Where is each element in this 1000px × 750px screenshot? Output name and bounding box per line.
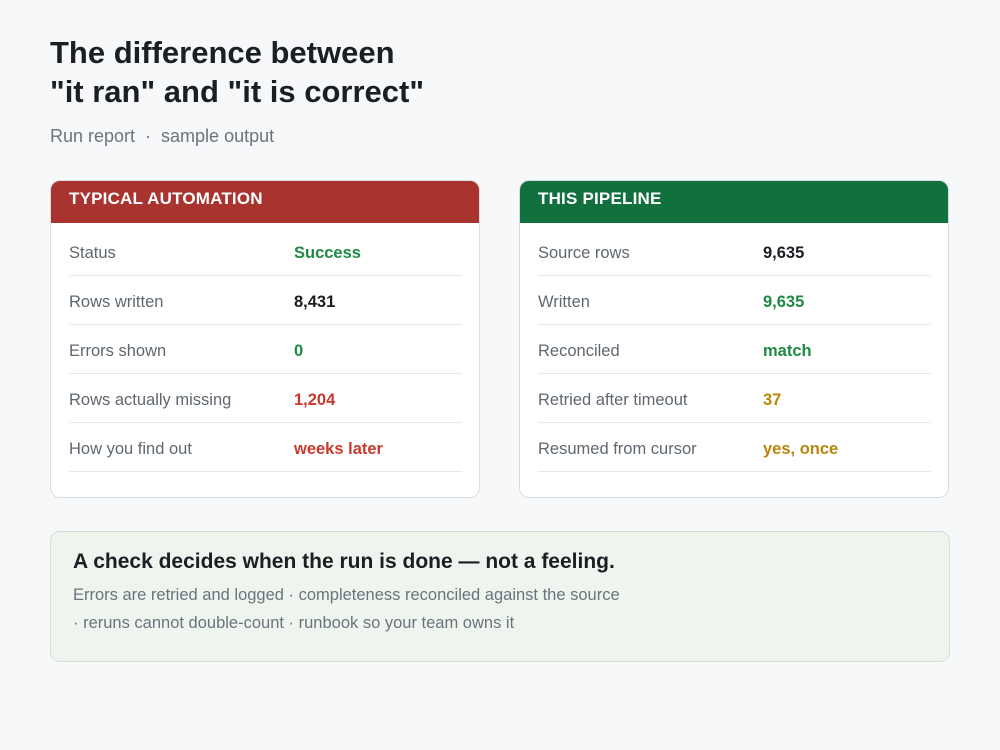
callout-title: A check decides when the run is done — n…	[73, 550, 615, 573]
callout: A check decides when the run is done — n…	[50, 531, 950, 662]
row: Rows written 8,431	[69, 276, 462, 325]
row-label: Rows actually missing	[69, 391, 232, 409]
card-body: Source rows 9,635 Written 9,635 Reconciled ma…	[520, 223, 948, 472]
row-value: 8,431	[294, 293, 336, 311]
callout-line: · reruns cannot double-count · runbook s…	[73, 614, 515, 632]
card-header: THIS PIPELINE	[520, 181, 948, 223]
card: TYPICAL AUTOMATION Status Success Rows writ…	[50, 180, 480, 498]
row: Rows actually missing 1,204	[69, 374, 462, 423]
card: THIS PIPELINE Source rows 9,635 Written 9,63…	[519, 180, 949, 498]
row-label: Errors shown	[69, 342, 167, 360]
row-label: Written	[538, 293, 590, 311]
row-value: weeks later	[294, 440, 383, 458]
card-body: Status Success Rows written 8,431 Errors sho…	[51, 223, 479, 472]
row: Errors shown 0	[69, 325, 462, 374]
callout-line: Errors are retried and logged · complete…	[73, 586, 620, 604]
row: How you find out weeks later	[69, 423, 462, 472]
row-label: Resumed from cursor	[538, 440, 697, 458]
title-line: "it ran" and "it is correct"	[50, 74, 425, 109]
row: Source rows 9,635	[538, 227, 931, 276]
row-value: Success	[294, 244, 361, 262]
row-label: Source rows	[538, 244, 630, 262]
row-value: 9,635	[763, 244, 805, 262]
row: Reconciled match	[538, 325, 931, 374]
row-label: How you find out	[69, 440, 192, 458]
row-value: 9,635	[763, 293, 805, 311]
row: Written 9,635	[538, 276, 931, 325]
row: Retried after timeout 37	[538, 374, 931, 423]
title: The difference between "it ran" and "it …	[50, 33, 424, 111]
row-value: match	[763, 342, 812, 360]
card-header: TYPICAL AUTOMATION	[51, 181, 479, 223]
subtitle: Run report · sample output	[50, 126, 275, 146]
row-label: Status	[69, 244, 116, 262]
title-line: The difference between	[50, 35, 395, 70]
row-label: Retried after timeout	[538, 391, 688, 409]
row-value: 0	[294, 342, 304, 360]
row: Resumed from cursor yes, once	[538, 423, 931, 472]
row-value: 1,204	[294, 391, 336, 409]
row-value: yes, once	[763, 440, 839, 458]
row-label: Rows written	[69, 293, 164, 311]
row: Status Success	[69, 227, 462, 276]
row-label: Reconciled	[538, 342, 620, 360]
row-value: 37	[763, 391, 782, 409]
